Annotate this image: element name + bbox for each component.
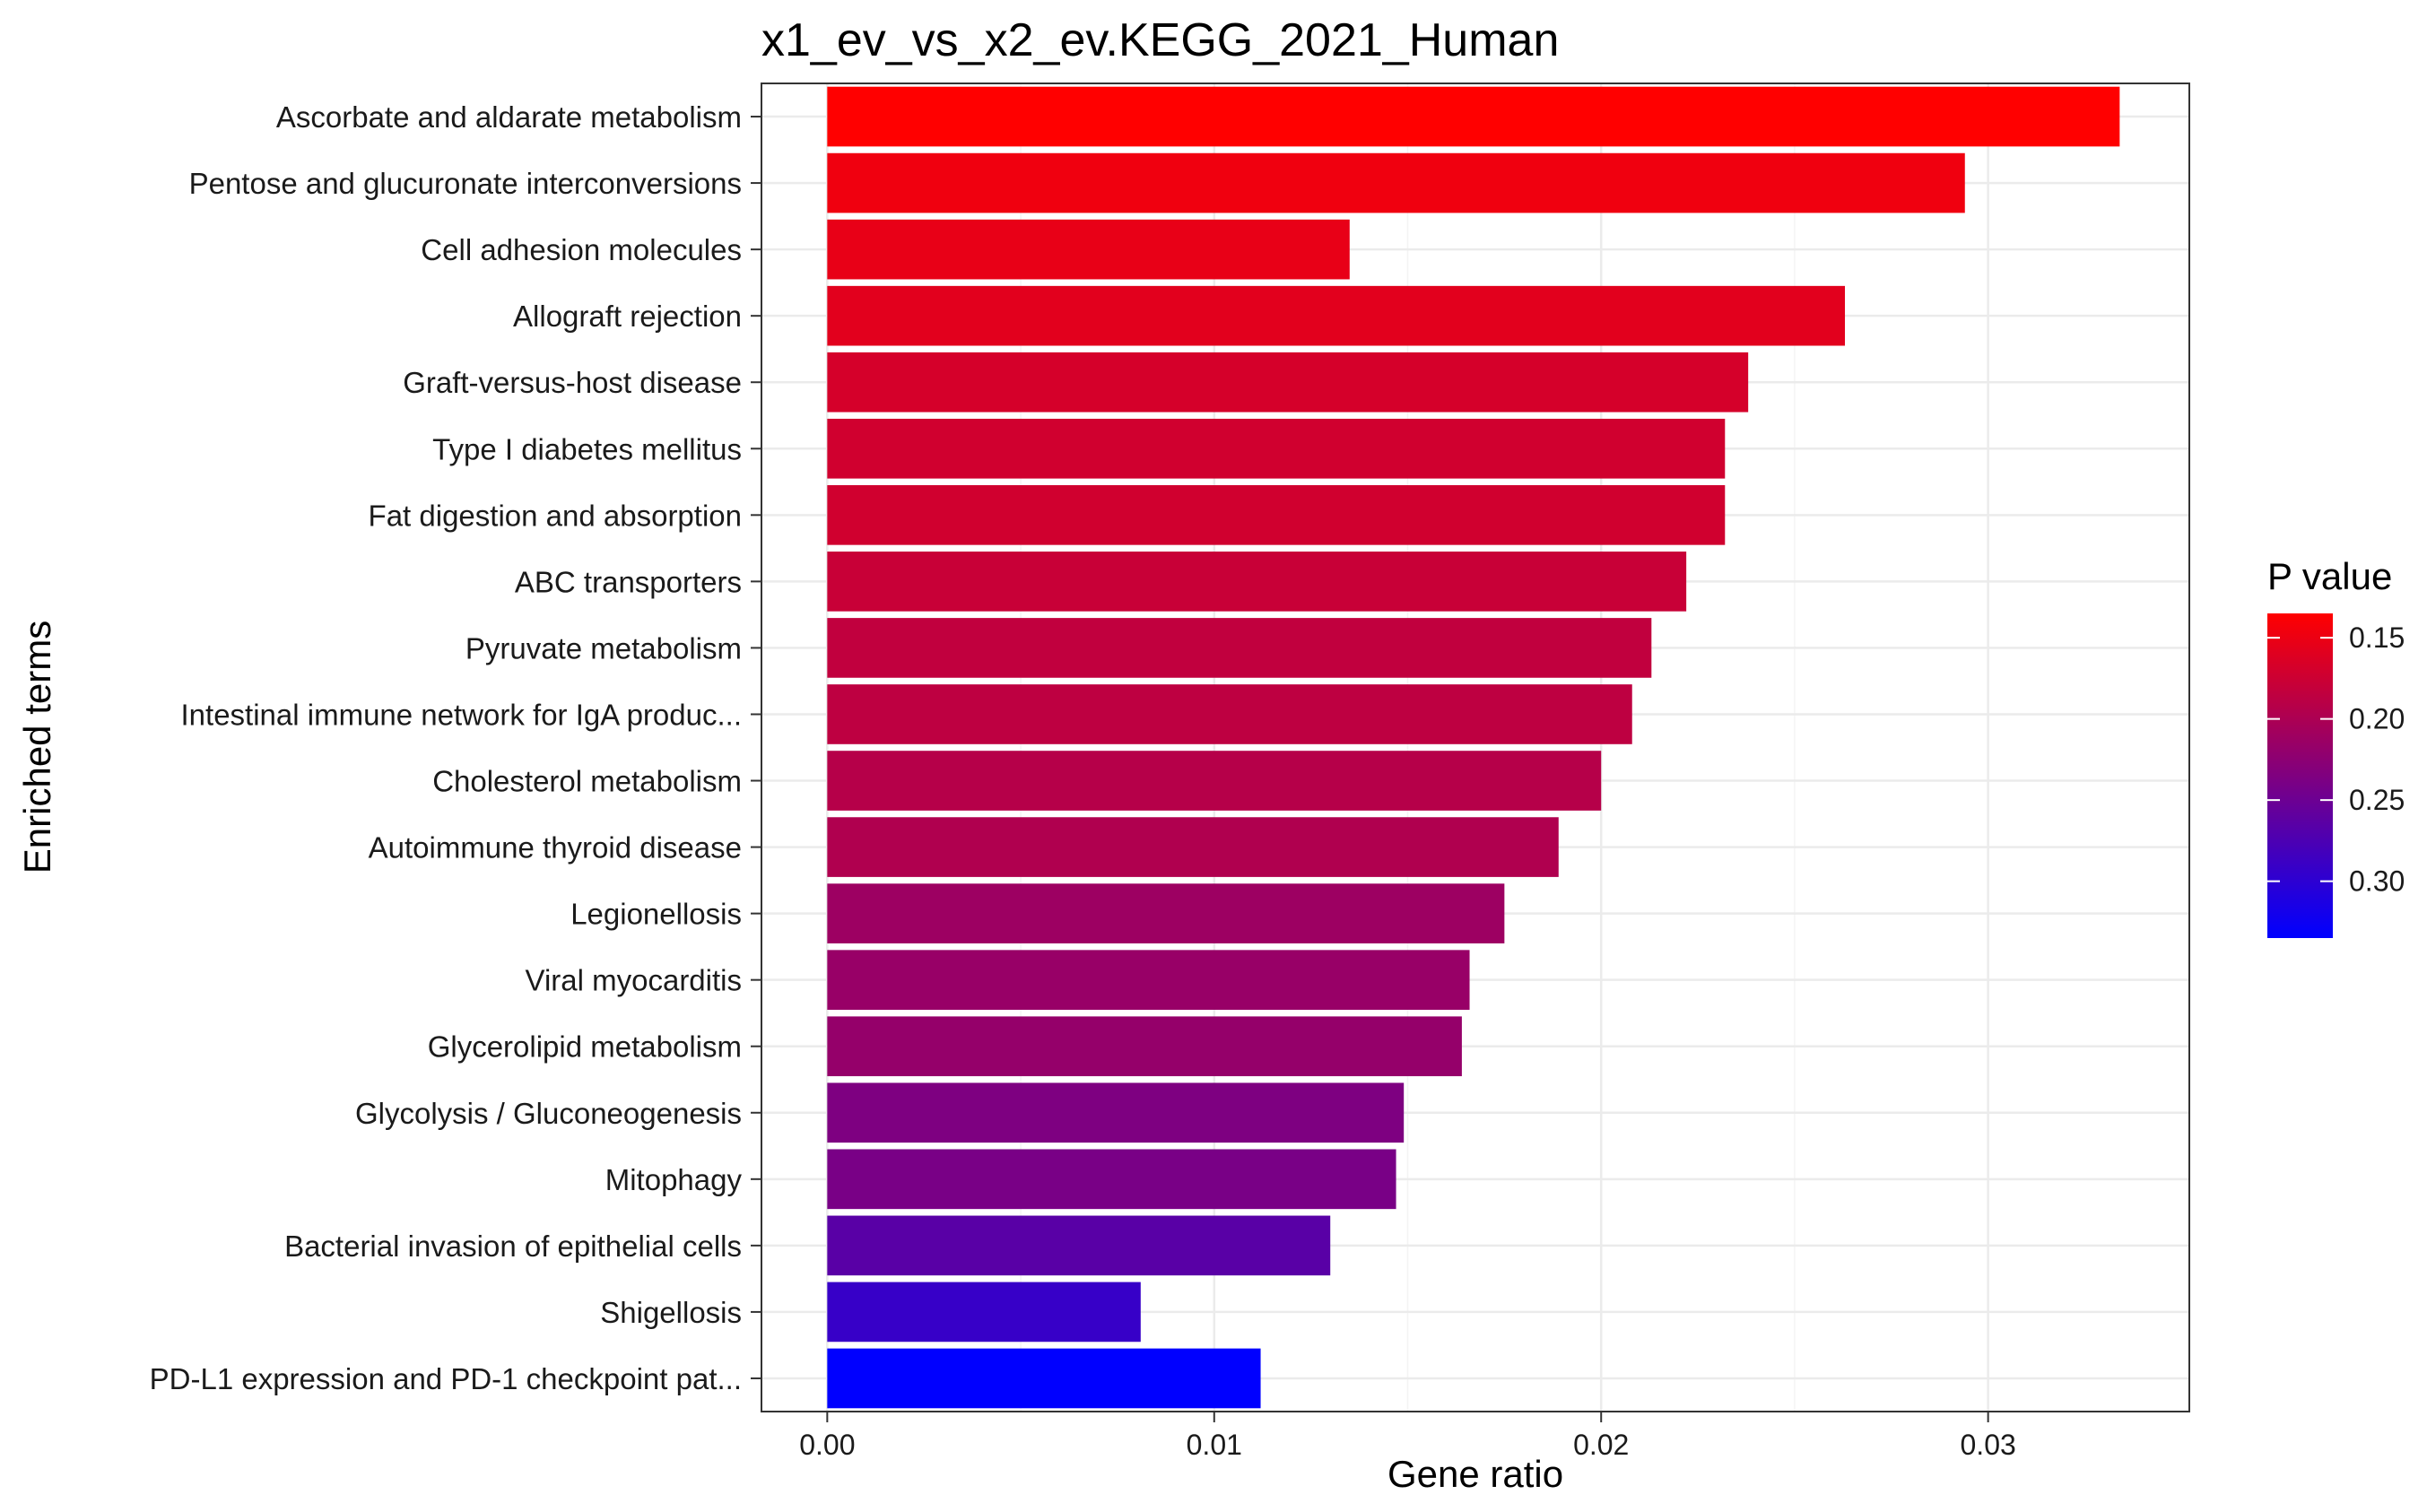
bar: [827, 1215, 1331, 1276]
y-tick-label: Glycerolipid metabolism: [428, 1030, 742, 1064]
bar: [827, 1282, 1141, 1343]
legend-tick-label: 0.15: [2349, 621, 2405, 654]
x-axis-title: Gene ratio: [1387, 1453, 1563, 1495]
bar: [827, 1016, 1462, 1077]
color-legend: P value 0.15 0.20 0.25 0.30: [2267, 555, 2405, 938]
bar: [827, 883, 1505, 943]
plot-panel-border: [761, 83, 2190, 1412]
y-tick-label: Type I diabetes mellitus: [432, 432, 742, 465]
legend-colorbar: [2267, 613, 2333, 938]
bar: [827, 152, 1965, 213]
bar: [827, 684, 1632, 744]
y-tick-label: Fat digestion and absorption: [369, 499, 742, 532]
y-tick-label: Bacterial invasion of epithelial cells: [284, 1230, 742, 1263]
y-tick-label: Graft-versus-host disease: [403, 366, 742, 399]
bar: [827, 552, 1687, 612]
y-tick-label: Mitophagy: [605, 1163, 743, 1196]
chart-title: x1_ev_vs_x2_ev.KEGG_2021_Human: [761, 14, 1559, 66]
bar: [827, 1348, 1261, 1409]
y-tick-label: Autoimmune thyroid disease: [369, 831, 742, 865]
legend-tick-label: 0.30: [2349, 865, 2405, 898]
legend-tick-label: 0.25: [2349, 784, 2405, 816]
legend-ticks: 0.15 0.20 0.25 0.30: [2267, 621, 2405, 898]
bar: [827, 950, 1470, 1010]
y-tick-label: Legionellosis: [570, 898, 742, 931]
bar: [827, 1149, 1396, 1210]
x-tick-label: 0.00: [799, 1429, 855, 1461]
bar: [827, 86, 2120, 147]
x-tick-label: 0.03: [1961, 1429, 2016, 1461]
bars: [827, 86, 2120, 1409]
bar: [827, 1082, 1405, 1143]
legend-title: P value: [2267, 555, 2392, 597]
x-axis: 0.00 0.01 0.02 0.03: [799, 1412, 2016, 1461]
y-tick-label: Viral myocarditis: [526, 964, 742, 997]
x-tick-label: 0.01: [1187, 1429, 1242, 1461]
bar: [827, 285, 1846, 346]
y-tick-label: Cholesterol metabolism: [432, 765, 742, 798]
y-tick-label: PD-L1 expression and PD-1 checkpoint pat…: [150, 1362, 742, 1395]
y-tick-label: Shigellosis: [600, 1296, 742, 1329]
x-tick-label: 0.02: [1573, 1429, 1629, 1461]
y-axis: Ascorbate and aldarate metabolism Pentose…: [150, 100, 761, 1395]
y-tick-label: ABC transporters: [515, 565, 742, 598]
y-tick-label: Cell adhesion molecules: [421, 233, 742, 266]
bar: [827, 352, 1749, 413]
y-tick-label: Allograft rejection: [513, 300, 742, 333]
y-axis-title: Enriched terms: [16, 621, 58, 873]
bar: [827, 418, 1726, 479]
bar: [827, 751, 1602, 811]
bar: [827, 485, 1726, 545]
y-tick-label: Pyruvate metabolism: [465, 631, 742, 665]
y-tick-label: Pentose and glucuronate interconversions: [189, 167, 742, 200]
bar: [827, 219, 1350, 280]
y-tick-label: Ascorbate and aldarate metabolism: [276, 100, 742, 134]
y-tick-label: Glycolysis / Gluconeogenesis: [355, 1097, 742, 1130]
y-tick-label: Intestinal immune network for IgA produc…: [181, 698, 742, 731]
bar: [827, 817, 1559, 877]
legend-tick-label: 0.20: [2349, 703, 2405, 735]
bar: [827, 618, 1652, 678]
